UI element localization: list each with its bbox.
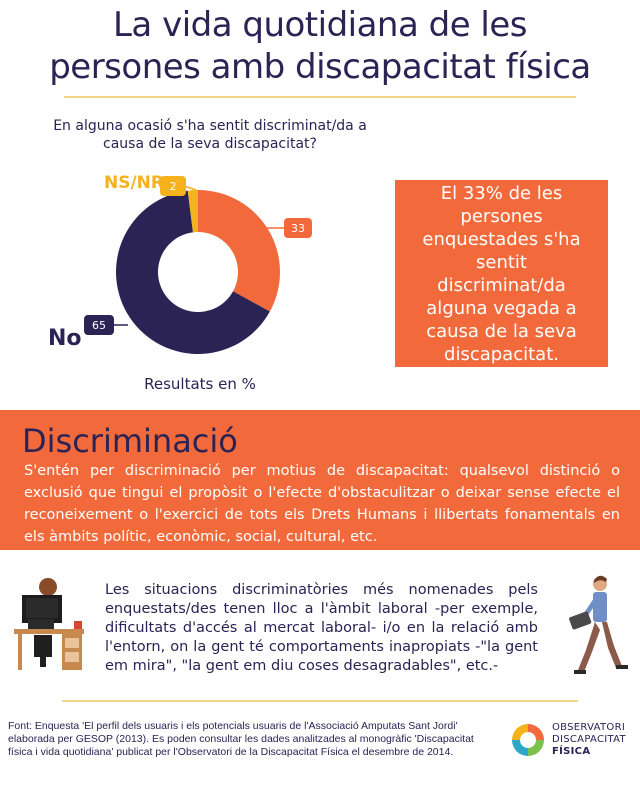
donut-chart: 33 Sí 65 No 2 NS/NR <box>48 173 312 354</box>
no-value-bubble <box>84 315 114 335</box>
logo-wordmark: OBSERVATORI DISCAPACITAT FÍSICA <box>552 722 626 758</box>
logo-line2: DISCAPACITAT <box>552 734 626 745</box>
logo-line3: FÍSICA <box>552 746 591 757</box>
survey-question-line1: En alguna ocasió s'ha sentit discriminat… <box>53 118 367 134</box>
si-value-bubble <box>284 218 312 238</box>
donut-slice-no <box>116 190 270 354</box>
nsnr-category-label: NS/NR <box>104 173 164 193</box>
source-note: Font: Enquesta 'El perfil dels usuaris i… <box>8 720 498 759</box>
highlight-text: El 33% de les persones enquestades s'ha … <box>422 182 581 365</box>
donut-slice-si <box>198 190 280 312</box>
page-title: La vida quotidiana de les persones amb d… <box>0 4 640 88</box>
logo-line1: OBSERVATORI <box>552 722 626 733</box>
no-value-label: 65 <box>92 319 106 332</box>
survey-question: En alguna ocasió s'ha sentit discriminat… <box>50 117 370 153</box>
observatori-logo-icon <box>512 724 544 756</box>
page-title-line1: La vida quotidiana de les <box>112 5 528 45</box>
title-divider <box>64 96 576 98</box>
si-value-label: 33 <box>291 222 305 235</box>
results-caption: Resultats en % <box>144 375 256 393</box>
survey-question-line2: causa de la seva discapacitat? <box>103 136 317 152</box>
source-line1: Font: Enquesta 'El perfil dels usuaris i… <box>8 720 458 732</box>
situations-text: Les situacions discriminatòries més nome… <box>105 582 538 674</box>
discrimination-heading: Discriminació <box>22 422 238 460</box>
donut-slice-nsnr <box>187 190 198 233</box>
desk-worker-illustration <box>14 578 84 670</box>
discrimination-band: Discriminació S'entén per discriminació … <box>0 410 640 550</box>
no-category-label: No <box>48 326 82 351</box>
source-line2: elaborada per GESOP (2013). Es poden con… <box>8 733 474 745</box>
observatori-logo: OBSERVATORI DISCAPACITAT FÍSICA <box>508 720 638 764</box>
walking-man-illustration <box>569 575 628 674</box>
discrimination-definition: S'entén per discriminació per motius de … <box>24 463 620 545</box>
source-line3: física i vida quotidiana' publicat per l… <box>8 746 454 758</box>
nsnr-value-label: 2 <box>170 180 177 193</box>
highlight-box: El 33% de les persones enquestades s'ha … <box>395 180 608 367</box>
footer-divider <box>62 700 578 702</box>
nsnr-value-bubble <box>160 176 186 196</box>
page-title-line2: persones amb discapacitat física <box>49 47 591 87</box>
